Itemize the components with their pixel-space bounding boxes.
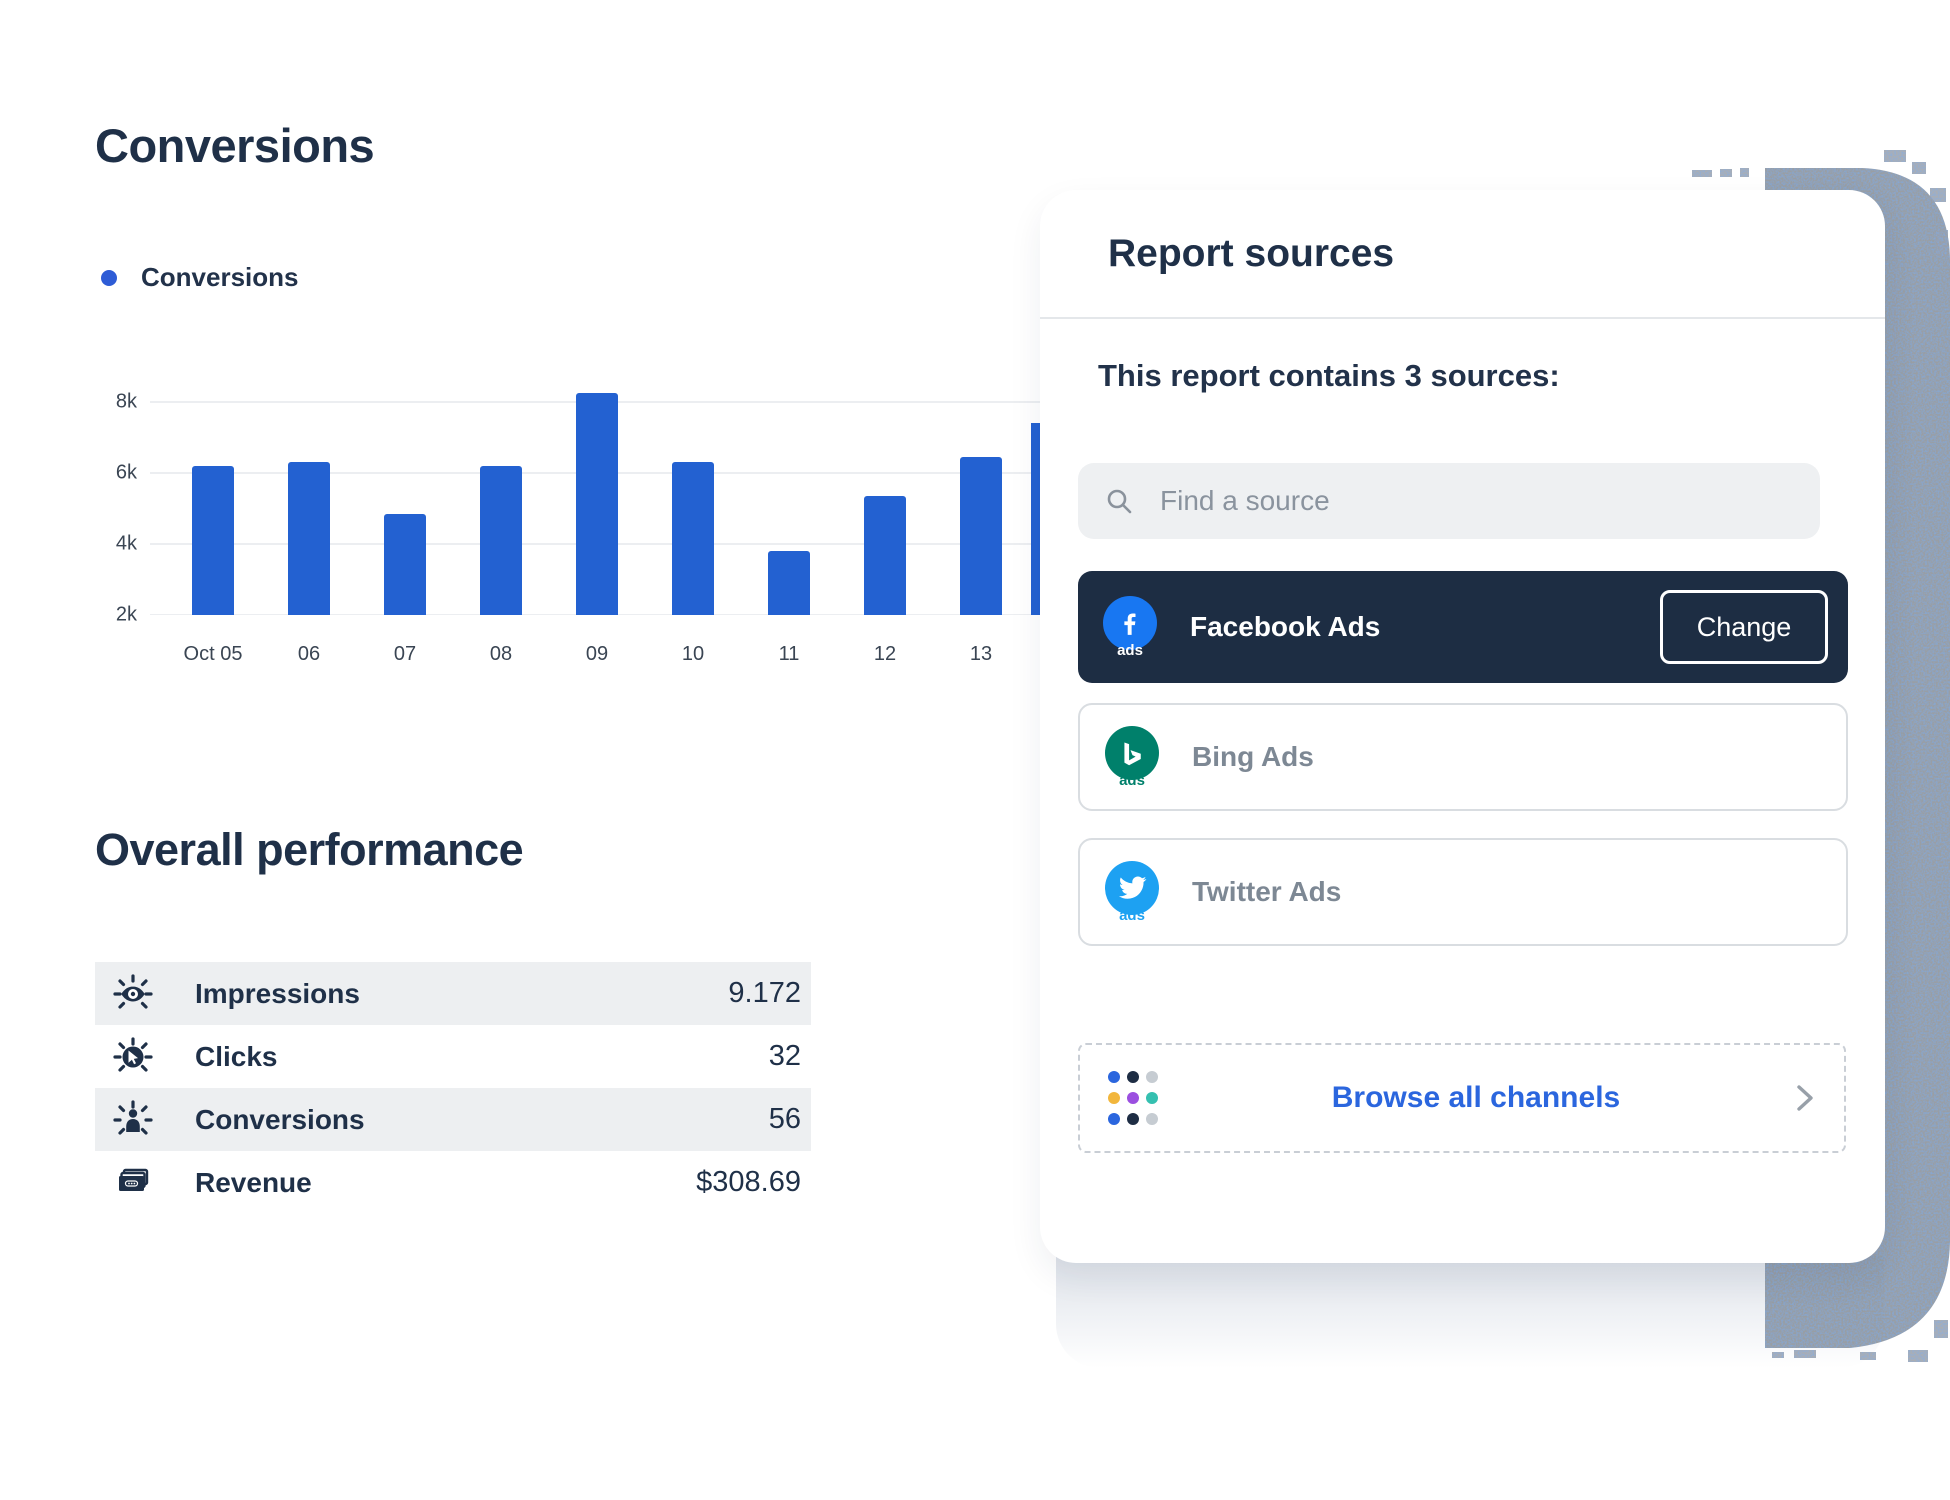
x-tick-label: 11 bbox=[778, 643, 800, 665]
metric-value: $308.69 bbox=[696, 1166, 801, 1198]
metric-label: Conversions bbox=[195, 1103, 365, 1135]
panel-subtitle: This report contains 3 sources: bbox=[1098, 358, 1560, 393]
search-icon bbox=[1107, 489, 1132, 514]
bar-08 bbox=[480, 466, 522, 615]
y-tick-label: 8k bbox=[115, 390, 137, 413]
x-tick-label: Oct 05 bbox=[183, 643, 243, 665]
x-tick-label: 08 bbox=[489, 643, 513, 665]
metrics-list: Impressions 9.172 Clicks 32 Conversions 56 Rev… bbox=[95, 962, 811, 1214]
source-row-facebook-ads[interactable]: ads Facebook Ads Change bbox=[1078, 571, 1848, 683]
conversions-bar-chart: 8k 6k 4k 2k Oct 05 06 07 08 09 10 11 12 13 bbox=[95, 388, 1040, 688]
y-tick-label: 6k bbox=[115, 461, 137, 484]
x-tick-label: 07 bbox=[393, 643, 417, 665]
bar-06 bbox=[288, 462, 330, 615]
overall-performance-title: Overall performance bbox=[95, 824, 524, 875]
x-tick-label: 12 bbox=[873, 643, 897, 665]
legend-label: Conversions bbox=[141, 262, 299, 292]
bar-12 bbox=[864, 496, 906, 615]
source-row-bing-ads[interactable]: ads Bing Ads bbox=[1078, 703, 1848, 811]
bar-09 bbox=[576, 393, 618, 615]
x-axis: Oct 05 06 07 08 09 10 11 12 13 bbox=[150, 643, 1040, 673]
chevron-right-icon bbox=[1797, 1085, 1813, 1111]
panel-title: Report sources bbox=[1108, 232, 1395, 275]
chart-legend: Conversions bbox=[101, 262, 299, 293]
change-source-button[interactable]: Change bbox=[1660, 590, 1828, 664]
source-row-twitter-ads[interactable]: ads Twitter Ads bbox=[1078, 838, 1848, 946]
bar-07 bbox=[384, 513, 426, 615]
y-tick-label: 2k bbox=[115, 603, 137, 626]
panel-drop-shadow bbox=[1056, 1256, 1884, 1368]
y-tick-label: 4k bbox=[115, 532, 137, 555]
person-conversions-icon bbox=[111, 1098, 155, 1142]
browse-all-channels[interactable]: Browse all channels bbox=[1078, 1043, 1846, 1153]
bar-oct-05 bbox=[192, 466, 234, 615]
twitter-ads-icon: ads bbox=[1104, 861, 1160, 923]
metric-label: Revenue bbox=[195, 1166, 312, 1198]
channels-grid-icon bbox=[1108, 1071, 1158, 1125]
bing-ads-icon: ads bbox=[1104, 726, 1160, 788]
x-tick-label: 10 bbox=[681, 643, 705, 665]
x-tick-label: 13 bbox=[969, 643, 993, 665]
metric-row-conversions: Conversions 56 bbox=[95, 1088, 811, 1151]
metric-label: Impressions bbox=[195, 977, 360, 1009]
bar-clipped bbox=[1031, 423, 1040, 615]
source-search[interactable] bbox=[1078, 463, 1820, 539]
chart-title: Conversions bbox=[95, 119, 375, 172]
source-label: Bing Ads bbox=[1192, 741, 1314, 772]
metric-row-clicks: Clicks 32 bbox=[95, 1025, 811, 1088]
metric-label: Clicks bbox=[195, 1040, 278, 1072]
x-tick-label: 09 bbox=[585, 643, 609, 665]
legend-dot-icon bbox=[101, 269, 117, 286]
metric-value: 32 bbox=[768, 1040, 801, 1072]
report-sources-panel: Report sources This report contains 3 so… bbox=[1040, 190, 1885, 1263]
facebook-ads-icon: ads bbox=[1102, 596, 1158, 658]
metric-row-revenue: Revenue $308.69 bbox=[95, 1151, 811, 1214]
x-tick-label: 06 bbox=[297, 643, 321, 665]
metric-row-impressions: Impressions 9.172 bbox=[95, 962, 811, 1025]
search-input[interactable] bbox=[1158, 484, 1794, 518]
metric-value: 56 bbox=[768, 1103, 801, 1135]
cursor-clicks-icon bbox=[111, 1035, 155, 1079]
bar-10 bbox=[672, 462, 714, 615]
banknotes-revenue-icon bbox=[111, 1161, 155, 1205]
bar-11 bbox=[768, 551, 810, 615]
bar-13 bbox=[960, 457, 1002, 615]
source-label: Twitter Ads bbox=[1192, 876, 1342, 907]
metric-value: 9.172 bbox=[728, 977, 801, 1009]
source-label: Facebook Ads bbox=[1190, 611, 1381, 642]
browse-label: Browse all channels bbox=[1331, 1081, 1621, 1114]
panel-divider bbox=[1040, 317, 1885, 319]
eye-impressions-icon bbox=[111, 972, 155, 1016]
plot-area bbox=[150, 388, 1040, 615]
y-axis: 8k 6k 4k 2k bbox=[95, 388, 137, 626]
